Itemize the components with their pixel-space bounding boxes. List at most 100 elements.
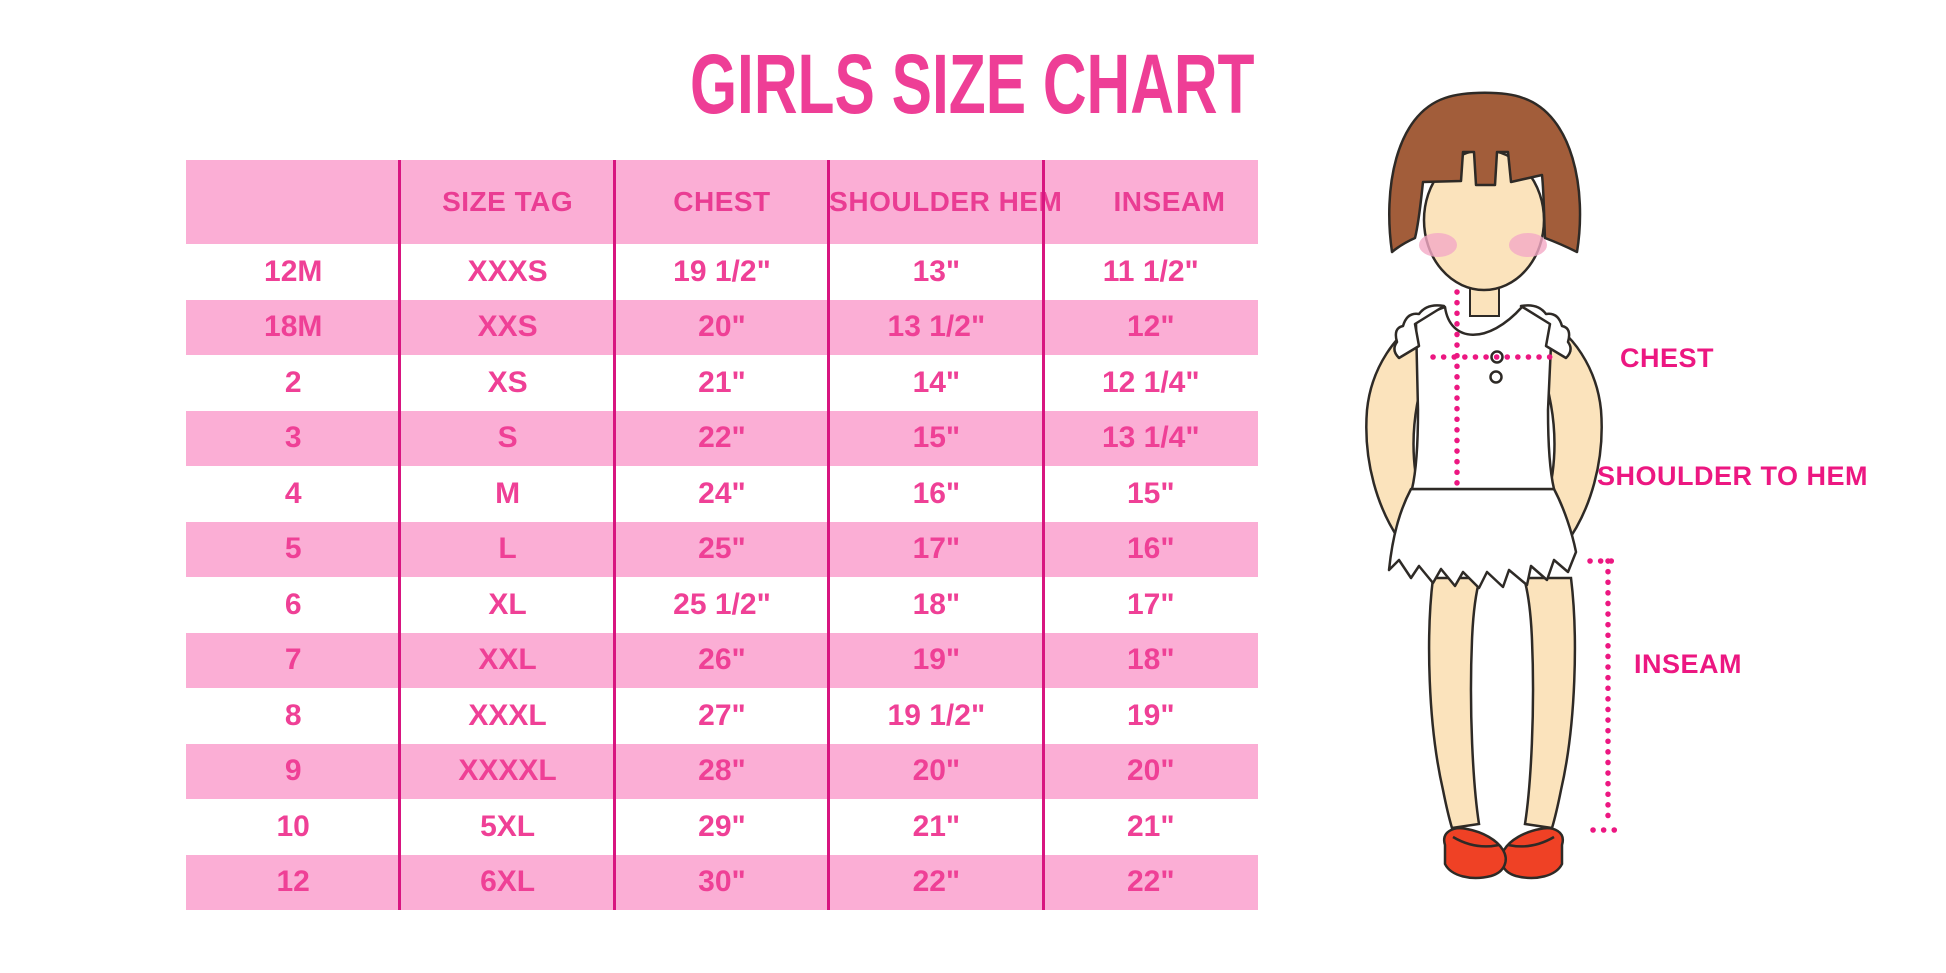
table-cell: 12 <box>276 865 310 899</box>
table-cell: 30" <box>698 865 746 899</box>
table-cell: 18" <box>912 587 961 621</box>
table-cell: 5XL <box>480 809 536 843</box>
right-shoe <box>1500 827 1565 880</box>
table-cell: 2 <box>284 365 302 399</box>
table-cell: 17" <box>912 532 961 566</box>
table-cell: 7 <box>284 643 302 677</box>
table-cell: 12" <box>1126 310 1175 344</box>
table-header-cell <box>186 160 400 244</box>
table-cell: XS <box>487 365 528 399</box>
table-cell: 3 <box>284 421 302 455</box>
table-cell: 24" <box>698 476 746 510</box>
table-cell: XXXXL <box>458 754 557 788</box>
shoulder-to-hem-label: SHOULDER TO HEM <box>1597 461 1869 491</box>
table-cell: M <box>495 476 521 510</box>
size-table: SIZE TAG CHEST SHOULDER HEM INSEAM 12M X… <box>186 160 1258 910</box>
table-cell: 15" <box>1126 476 1175 510</box>
table-cell: L <box>498 532 517 566</box>
table-cell: 19 1/2" <box>673 254 771 288</box>
right-shoe-strap <box>1507 835 1555 848</box>
table-cell: 21" <box>912 809 961 843</box>
table-row: 6 XL 25 1/2" 18" 17" <box>186 577 1258 633</box>
table-cell: 18M <box>264 310 323 344</box>
table-row: 4 M 24" 16" 15" <box>186 466 1258 522</box>
dress-bodice <box>1410 305 1556 491</box>
column-divider <box>827 160 831 910</box>
table-cell: 25" <box>698 532 746 566</box>
table-cell: XXXS <box>467 254 548 288</box>
table-cell: 12 1/4" <box>1101 365 1200 399</box>
table-row: 8 XXXL 27" 19 1/2" 19" <box>186 688 1258 744</box>
left-shoe-strap <box>1452 835 1500 848</box>
table-cell: 20" <box>698 310 746 344</box>
table-cell: 12M <box>264 254 323 288</box>
table-cell: XXS <box>477 310 538 344</box>
table-cell: 29" <box>698 809 746 843</box>
right-shoulder-ruffle <box>1519 304 1572 360</box>
chest-label: CHEST <box>1620 343 1715 373</box>
table-cell: 22" <box>698 421 746 455</box>
table-header-cell: CHEST <box>673 186 771 217</box>
table-cell: 27" <box>698 698 746 732</box>
table-row: 18M XXS 20" 13 1/2" 12" <box>186 299 1258 355</box>
inseam-label: INSEAM <box>1634 649 1743 679</box>
table-row: 2 XS 21" 14" 12 1/4" <box>186 355 1258 411</box>
table-cell: 22" <box>1126 865 1175 899</box>
right-cheek-blush <box>1509 233 1547 257</box>
table-cell: 15" <box>912 421 961 455</box>
table-row: 12M XXXS 19 1/2" 13" 11 1/2" <box>186 244 1258 300</box>
table-row: 7 XXL 26" 19" 18" <box>186 632 1258 688</box>
table-cell: 20" <box>912 754 961 788</box>
table-cell: XXL <box>478 643 537 677</box>
left-leg <box>1427 576 1482 830</box>
hair-shape <box>1388 91 1582 254</box>
left-shoulder-ruffle <box>1393 304 1446 360</box>
table-row: 9 XXXXL 28" 20" 20" <box>186 743 1258 799</box>
table-cell: 19" <box>912 643 961 677</box>
dress-button <box>1489 370 1503 384</box>
table-row: 12 6XL 30" 22" 22" <box>186 854 1258 910</box>
table-cell: 25 1/2" <box>673 587 771 621</box>
table-cell: 28" <box>698 754 746 788</box>
table-cell: 17" <box>1126 587 1175 621</box>
table-row: 10 5XL 29" 21" 21" <box>186 799 1258 855</box>
table-cell: 13" <box>912 254 961 288</box>
table-cell: 14" <box>912 365 961 399</box>
table-header-cell: INSEAM <box>1113 186 1226 217</box>
table-cell: 16" <box>912 476 961 510</box>
table-cell: 9 <box>284 754 302 788</box>
dress-skirt <box>1387 487 1578 590</box>
table-header-cell: SHOULDER HEM <box>829 186 1063 217</box>
girl-illustration <box>1365 91 1623 880</box>
table-header-row: SIZE TAG CHEST SHOULDER HEM INSEAM <box>186 160 1258 244</box>
table-cell: S <box>497 421 518 455</box>
table-cell: 19" <box>1126 698 1175 732</box>
table-row: 3 S 22" 15" 13 1/4" <box>186 410 1258 466</box>
table-header-cell: SIZE TAG <box>442 186 574 217</box>
table-row: 5 L 25" 17" 16" <box>186 521 1258 577</box>
table-cell: 13 1/2" <box>887 310 986 344</box>
table-cell: 10 <box>276 809 310 843</box>
table-cell: 6XL <box>480 865 536 899</box>
table-cell: 20" <box>1126 754 1175 788</box>
table-cell: 4 <box>284 476 302 510</box>
left-shoe <box>1442 827 1507 880</box>
column-divider <box>398 160 402 910</box>
table-cell: 13 1/4" <box>1101 421 1200 455</box>
table-cell: XL <box>488 587 527 621</box>
table-cell: 11 1/2" <box>1102 254 1199 288</box>
table-cell: 16" <box>1126 532 1175 566</box>
table-cell: XXXL <box>468 698 547 732</box>
table-cell: 21" <box>698 365 746 399</box>
right-leg <box>1522 576 1577 830</box>
table-cell: 6 <box>284 587 302 621</box>
table-cell: 22" <box>912 865 961 899</box>
left-cheek-blush <box>1419 233 1457 257</box>
table-cell: 21" <box>1126 809 1175 843</box>
column-divider <box>1041 160 1045 910</box>
table-cell: 18" <box>1126 643 1175 677</box>
column-divider <box>612 160 616 910</box>
table-cell: 19 1/2" <box>887 698 986 732</box>
table-cell: 5 <box>284 532 302 566</box>
